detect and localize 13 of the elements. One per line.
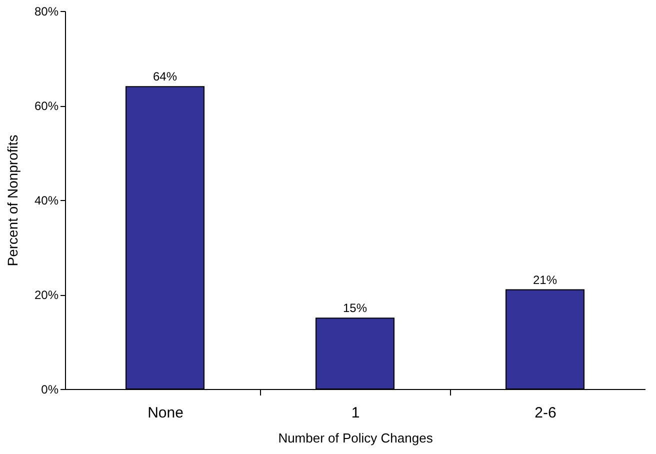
y-tick-label: 80% (34, 4, 59, 18)
y-axis-title: Percent of Nonprofits (4, 134, 20, 266)
y-tick-label: 40% (34, 194, 59, 208)
y-tick-label: 0% (41, 382, 59, 396)
x-axis-title: Number of Policy Changes (278, 430, 434, 446)
x-tick-label: 2-6 (534, 404, 556, 422)
x-tick-label: None (148, 404, 184, 422)
y-tick-label: 60% (34, 99, 59, 113)
data-label: 21% (532, 272, 558, 287)
data-label: 64% (152, 70, 178, 84)
y-tick-label: 20% (34, 288, 59, 302)
data-label: 15% (342, 301, 368, 316)
x-tick-label: 1 (351, 404, 360, 422)
